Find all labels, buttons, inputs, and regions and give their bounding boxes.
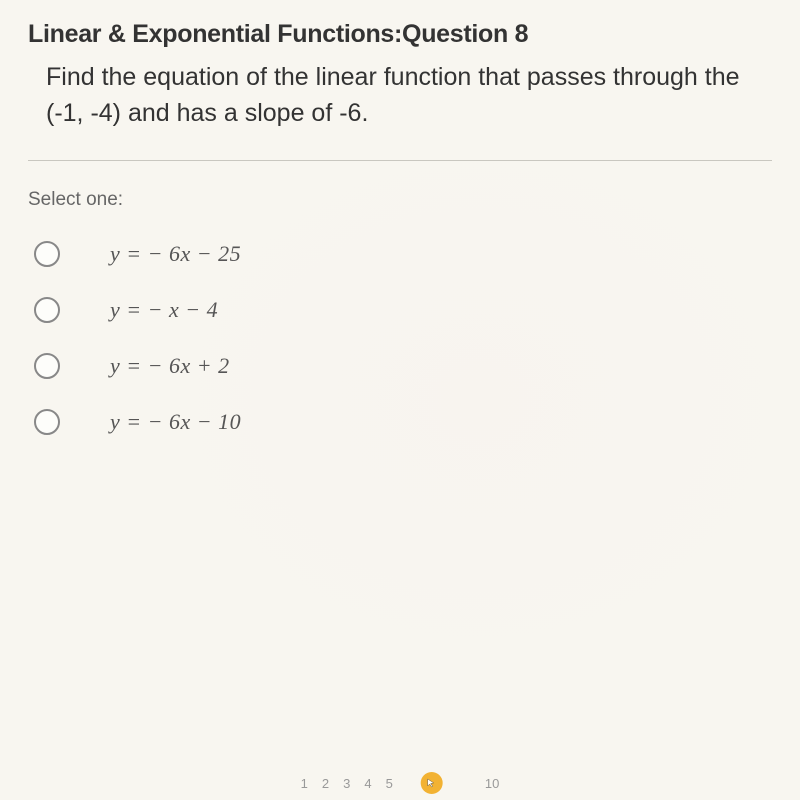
question-text: Find the equation of the linear function… xyxy=(46,59,772,132)
radio-button[interactable] xyxy=(34,297,60,323)
options-group: y = − 6x − 25 y = − x − 4 y = − 6x + 2 y… xyxy=(34,241,772,435)
question-line1: Find the equation of the linear function… xyxy=(46,63,740,91)
pager-item[interactable]: 1 xyxy=(301,776,308,791)
option-equation: y = − 6x + 2 xyxy=(110,353,230,379)
pager-item[interactable]: 4 xyxy=(364,776,371,791)
radio-button[interactable] xyxy=(34,353,60,379)
option-equation: y = − 6x − 25 xyxy=(110,241,241,267)
pager-item[interactable]: 5 xyxy=(386,776,393,791)
radio-button[interactable] xyxy=(34,241,60,267)
pager: 1 2 3 4 5 10 xyxy=(301,772,500,794)
option-row[interactable]: y = − 6x + 2 xyxy=(34,353,772,379)
option-row[interactable]: y = − 6x − 25 xyxy=(34,241,772,267)
cursor-icon xyxy=(421,772,443,794)
page-title: Linear & Exponential Functions:Question … xyxy=(28,20,772,49)
divider xyxy=(28,160,772,161)
pager-item[interactable]: 2 xyxy=(322,776,329,791)
option-equation: y = − x − 4 xyxy=(110,297,218,323)
option-row[interactable]: y = − 6x − 10 xyxy=(34,409,772,435)
radio-button[interactable] xyxy=(34,409,60,435)
question-line2: (-1, -4) and has a slope of -6. xyxy=(46,99,368,127)
pager-item[interactable]: 10 xyxy=(485,776,499,791)
pager-item[interactable]: 3 xyxy=(343,776,350,791)
option-equation: y = − 6x − 10 xyxy=(110,409,241,435)
option-row[interactable]: y = − x − 4 xyxy=(34,297,772,323)
select-one-label: Select one: xyxy=(28,189,772,211)
